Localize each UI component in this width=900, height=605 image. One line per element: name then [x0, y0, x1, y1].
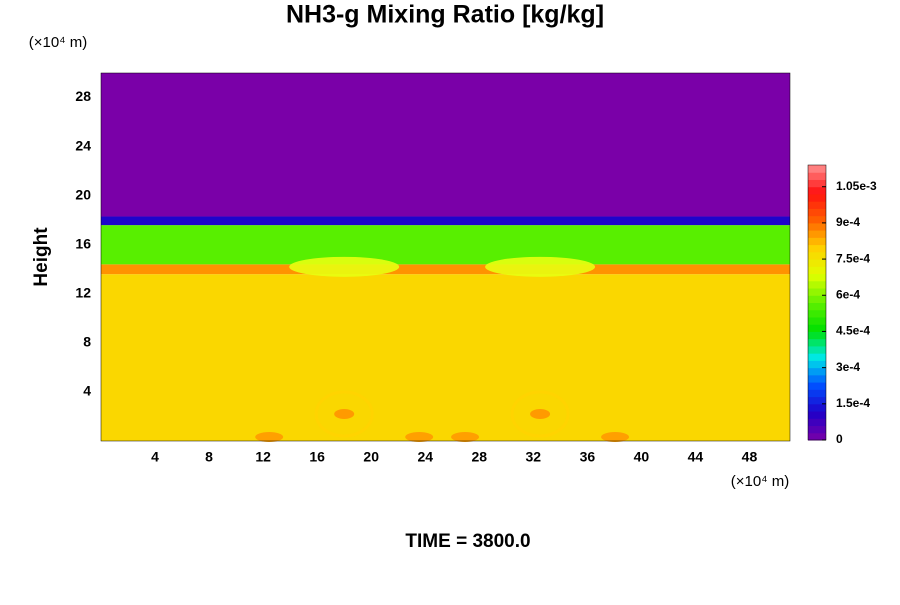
colorbar-swatch [808, 338, 826, 347]
colorbar-swatch [808, 201, 826, 209]
y-unit: (×10⁴ m) [29, 34, 88, 51]
y-tick-label: 28 [75, 88, 91, 104]
colorbar-swatch [808, 237, 826, 246]
colorbar-swatch [808, 360, 826, 369]
colorbar-swatch [808, 179, 826, 188]
x-tick-label: 48 [742, 449, 758, 465]
colorbar-swatch [808, 425, 826, 434]
colorbar-swatch [808, 418, 826, 427]
colorbar-swatch [808, 288, 826, 296]
plot-frame [100, 72, 791, 442]
field-band [101, 264, 790, 275]
colorbar-swatch [808, 273, 826, 282]
x-tick-label: 12 [255, 449, 271, 465]
eddy-core [530, 409, 551, 420]
y-tick-label: 16 [75, 235, 91, 251]
colorbar-tick-label: 1.5e-4 [836, 396, 870, 410]
colorbar-swatch [808, 259, 826, 267]
y-axis-label: Height [31, 227, 52, 287]
colorbar-swatch [808, 367, 826, 376]
field-band [101, 73, 790, 217]
x-tick-label: 28 [471, 449, 487, 465]
colorbar-swatch [808, 280, 826, 289]
colorbar-swatch [808, 302, 826, 311]
x-tick-label: 20 [363, 449, 379, 465]
colorbar-swatch [808, 193, 826, 202]
colorbar-swatch [808, 165, 826, 173]
layer-dip [485, 256, 596, 277]
colorbar-swatch [808, 396, 826, 405]
chart-title: NH3-g Mixing Ratio [kg/kg] [286, 1, 604, 29]
colorbar-swatch [808, 374, 826, 383]
colorbar-swatch [808, 331, 826, 340]
colorbar-frame [807, 164, 827, 441]
eddy-base [405, 432, 434, 442]
eddy-base [451, 432, 480, 442]
colorbar-tick-label: 6e-4 [836, 287, 860, 301]
eddy [314, 390, 374, 438]
eddy [510, 390, 570, 438]
colorbar-swatch [808, 432, 826, 441]
colorbar-swatch [808, 389, 826, 398]
field-band [101, 225, 790, 265]
x-unit: (×10⁴ m) [731, 473, 790, 490]
colorbar-tick-label: 1.05e-3 [836, 179, 877, 193]
colorbar-swatch [808, 345, 826, 354]
colorbar-swatch [808, 208, 826, 217]
colorbar-swatch [808, 244, 826, 253]
field-band [101, 216, 790, 226]
x-tick-label: 16 [309, 449, 325, 465]
colorbar-tick-label: 0 [836, 432, 843, 446]
y-tick-label: 24 [75, 137, 91, 153]
eddy-core [334, 409, 355, 420]
colorbar-swatch [808, 382, 826, 390]
x-tick-label: 40 [634, 449, 650, 465]
colorbar-swatch [808, 324, 826, 332]
colorbar-swatch [808, 353, 826, 361]
field [101, 73, 790, 442]
x-tick-label: 4 [151, 449, 159, 465]
y-tick-label: 8 [83, 334, 91, 350]
colorbar-swatch [808, 230, 826, 238]
colorbar-swatch [808, 186, 826, 195]
colorbar-tick-label: 3e-4 [836, 360, 860, 374]
colorbar-swatch [808, 295, 826, 303]
x-tick-label: 36 [580, 449, 596, 465]
x-tick-label: 44 [688, 449, 704, 465]
colorbar-swatch [808, 309, 826, 318]
colorbar-swatch [808, 411, 826, 419]
x-tick-label: 32 [526, 449, 542, 465]
y-tick-label: 4 [83, 383, 91, 399]
colorbar-tick-label: 9e-4 [836, 215, 860, 229]
colorbar-tick-label: 4.5e-4 [836, 324, 870, 338]
colorbar-swatch [808, 172, 826, 180]
colorbar-tick-label: 7.5e-4 [836, 251, 870, 265]
x-tick-label: 24 [417, 449, 433, 465]
eddy-base [255, 432, 284, 442]
x-tick-label: 8 [205, 449, 213, 465]
colorbar-swatch [808, 403, 826, 412]
colorbar-swatch [808, 215, 826, 224]
colorbar-swatch [808, 266, 826, 275]
eddy-base [601, 432, 630, 442]
y-tick-label: 20 [75, 186, 91, 202]
colorbar-swatch [808, 251, 826, 260]
footer: TIME = 3800.0 [405, 531, 530, 552]
colorbar-swatch [808, 316, 826, 325]
colorbar-swatch [808, 222, 826, 231]
layer-dip [289, 256, 400, 277]
field-band [101, 274, 790, 441]
y-tick-label: 12 [75, 285, 91, 301]
